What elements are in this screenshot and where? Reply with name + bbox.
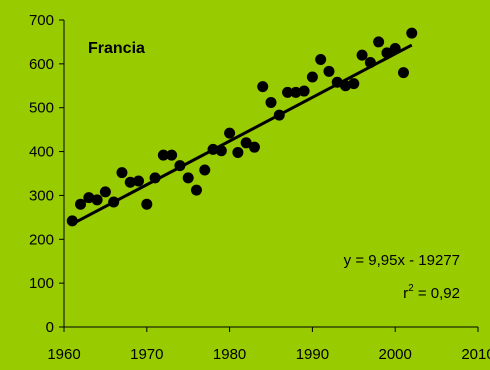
data-point (174, 160, 186, 172)
x-axis-ticks: 1960 1970 1980 1990 2000 2010 (47, 327, 490, 363)
data-point (108, 196, 120, 208)
data-point (340, 80, 352, 92)
data-point (248, 141, 260, 153)
data-point (348, 78, 360, 90)
data-point (240, 137, 252, 149)
y-tick-label: 700 (29, 12, 54, 29)
data-point (207, 143, 219, 155)
data-point (166, 149, 178, 161)
data-point (282, 86, 294, 98)
x-tick-label: 1970 (130, 346, 163, 363)
x-tick-label: 1990 (296, 346, 329, 363)
data-point (141, 198, 153, 210)
data-point (133, 175, 145, 187)
data-point (215, 145, 227, 157)
x-tick-label: 1960 (47, 346, 80, 363)
data-point (306, 71, 318, 83)
data-point (397, 67, 409, 79)
trend-equation: y = 9,95x - 19277 (344, 252, 460, 269)
y-axis-ticks: 0 100 200 300 400 500 600 700 (29, 12, 64, 336)
data-point (257, 81, 269, 93)
data-point (116, 167, 128, 179)
data-point (224, 127, 236, 139)
data-point (99, 186, 111, 198)
data-point (389, 43, 401, 55)
r-squared-exponent: 2 (408, 283, 414, 294)
data-point (323, 65, 335, 77)
data-point (364, 57, 376, 69)
y-tick-label: 100 (29, 275, 54, 292)
y-tick-label: 500 (29, 100, 54, 117)
y-tick-label: 200 (29, 231, 54, 248)
chart-title: Francia (88, 40, 145, 57)
data-point (373, 36, 385, 48)
data-point (406, 27, 418, 39)
trend-line (71, 43, 413, 226)
data-point (149, 172, 161, 184)
x-tick-label: 1980 (213, 346, 246, 363)
data-point (331, 76, 343, 88)
data-point (91, 194, 103, 206)
data-point (290, 86, 302, 98)
data-point (66, 215, 78, 227)
data-point (265, 96, 277, 108)
x-tick-label: 2010 (461, 346, 490, 363)
r-squared-symbol: r (403, 285, 408, 302)
data-point (315, 53, 327, 65)
data-point (75, 198, 87, 210)
data-point (199, 164, 211, 176)
data-point (298, 85, 310, 97)
x-tick-label: 2000 (379, 346, 412, 363)
data-point (232, 146, 244, 158)
y-tick-label: 0 (46, 319, 54, 336)
data-point (356, 49, 368, 61)
data-point (381, 47, 393, 59)
data-point (190, 184, 202, 196)
y-tick-label: 600 (29, 56, 54, 73)
r-squared-value: = 0,92 (414, 285, 460, 302)
data-point (124, 176, 136, 188)
data-points (66, 27, 418, 227)
r-squared-label: r2 = 0,92 (403, 283, 460, 302)
data-point (273, 109, 285, 121)
y-tick-label: 400 (29, 144, 54, 161)
data-point (182, 172, 194, 184)
data-point (157, 149, 169, 161)
data-point (83, 192, 95, 204)
y-tick-label: 300 (29, 187, 54, 204)
